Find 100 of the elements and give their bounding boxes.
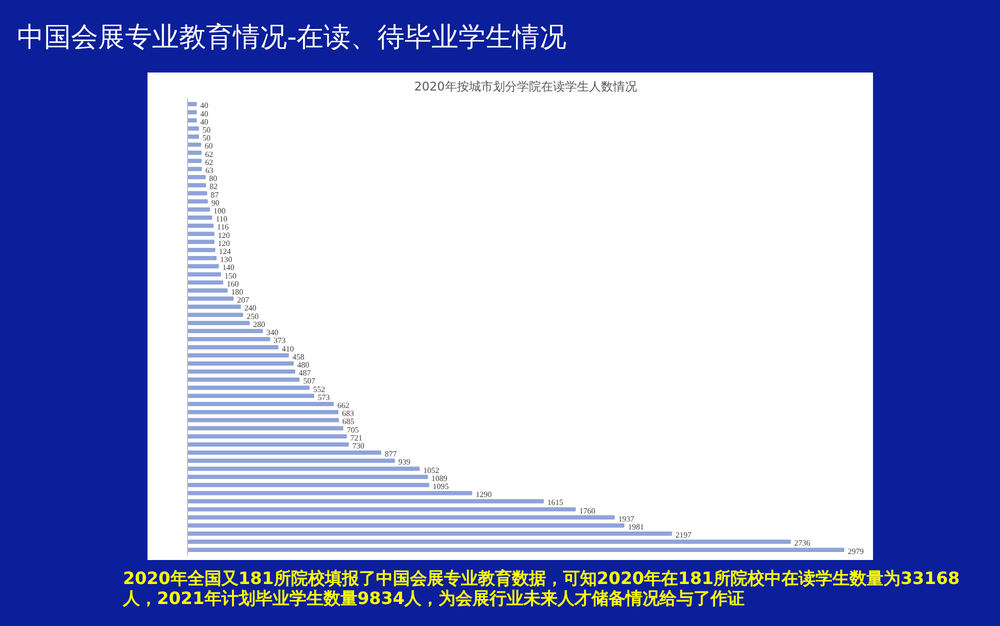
data-label: 63 <box>205 166 214 175</box>
bar <box>188 328 263 334</box>
chart-subtitle: 中国会展专业教育情况-在读、待毕业学生情况 <box>17 21 567 55</box>
data-label: 487 <box>298 368 311 378</box>
bar <box>188 272 222 276</box>
bar <box>188 548 844 552</box>
bar <box>188 369 296 374</box>
bar <box>188 158 202 164</box>
data-label: 40 <box>200 117 208 126</box>
data-label: 82 <box>210 182 218 192</box>
data-label: 573 <box>318 392 330 402</box>
bar <box>188 207 210 212</box>
data-label: 130 <box>220 255 232 264</box>
bar <box>188 288 228 293</box>
bar <box>188 166 202 172</box>
bar <box>188 450 382 455</box>
data-label: 90 <box>211 198 220 208</box>
data-label: 150 <box>224 271 237 280</box>
bar <box>188 142 202 147</box>
bar <box>188 215 212 220</box>
data-label: 116 <box>217 222 229 232</box>
bar <box>188 410 338 414</box>
bar <box>188 442 349 447</box>
bar <box>188 532 672 536</box>
data-label: 110 <box>216 214 228 224</box>
data-label: 721 <box>350 433 362 442</box>
bar <box>188 304 241 309</box>
bar <box>188 320 250 326</box>
data-label: 705 <box>346 425 359 434</box>
text: 2020年全国又181所院校填报了中国会展专业教育数据，可知2020年在181所院校中在读学生数量为33168人，2021年计划毕业学生数量9834人，为会展行业未来人才储备情况给与了作证 <box>123 569 961 609</box>
data-label: 240 <box>244 304 256 313</box>
data-label: 60 <box>204 142 213 151</box>
data-label: 1290 <box>476 490 492 500</box>
data-label: 410 <box>282 344 294 354</box>
bar <box>188 466 420 471</box>
bar <box>188 507 576 512</box>
bar <box>188 353 289 358</box>
bar <box>188 102 197 106</box>
data-label: 480 <box>297 360 310 370</box>
bar <box>188 499 544 504</box>
data-label: 552 <box>313 384 326 394</box>
data-label: 120 <box>218 238 230 248</box>
data-label: 100 <box>214 206 226 216</box>
bar <box>188 386 310 390</box>
data-label: 140 <box>222 263 234 272</box>
data-label: 80 <box>209 174 218 184</box>
chart-title: 2020年按城市划分学院在读学生人数情况 <box>414 80 637 94</box>
bar <box>188 296 234 301</box>
bar <box>188 418 339 422</box>
data-label: 458 <box>292 352 304 362</box>
bar <box>188 540 791 544</box>
data-label: 730 <box>352 441 364 450</box>
data-label: 50 <box>202 134 211 143</box>
data-label: 2979 <box>848 546 864 556</box>
bar <box>188 280 224 285</box>
data-label: 62 <box>205 158 214 167</box>
data-label: 1937 <box>618 514 634 524</box>
bar <box>188 224 214 228</box>
bar <box>188 402 334 406</box>
bar <box>188 199 208 204</box>
bar <box>188 312 244 317</box>
data-label: 50 <box>202 125 211 134</box>
bar <box>188 264 219 268</box>
data-label: 683 <box>342 409 354 418</box>
data-label: 685 <box>342 417 354 426</box>
bar <box>188 515 615 520</box>
bar <box>188 458 395 463</box>
bar <box>188 337 270 342</box>
data-label: 1981 <box>628 522 644 532</box>
data-label: 207 <box>237 296 250 305</box>
bar <box>188 118 197 122</box>
bar <box>188 110 197 114</box>
bar <box>188 482 430 488</box>
data-label: 120 <box>218 230 230 240</box>
bar <box>188 434 347 439</box>
data-label: 662 <box>337 400 350 410</box>
bar <box>188 174 206 180</box>
data-label: 40 <box>200 101 208 110</box>
bar <box>188 240 214 244</box>
data-label: 1760 <box>579 506 596 516</box>
data-label: 1095 <box>432 482 449 492</box>
bar <box>188 134 200 139</box>
bar <box>188 191 208 196</box>
data-label: 180 <box>231 288 244 297</box>
bar <box>188 126 200 131</box>
data-label: 507 <box>303 376 316 386</box>
data-label: 2197 <box>676 530 692 540</box>
data-label: 250 <box>246 312 259 321</box>
bar <box>188 523 624 528</box>
data-label: 2736 <box>794 538 810 548</box>
data-label: 1052 <box>423 466 440 475</box>
bar <box>188 378 300 382</box>
data-label: 160 <box>226 279 239 288</box>
data-label: 87 <box>210 190 219 200</box>
bar <box>188 394 314 398</box>
data-label: 1615 <box>547 498 564 508</box>
data-label: 939 <box>398 458 410 467</box>
bar <box>188 474 428 480</box>
bar <box>188 256 217 260</box>
data-label: 280 <box>253 320 266 329</box>
